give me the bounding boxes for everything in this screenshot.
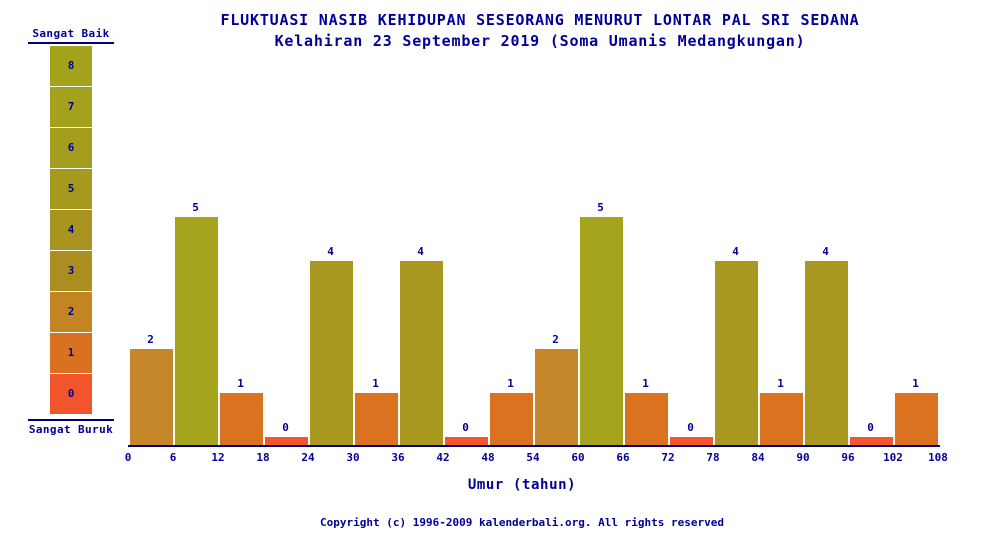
x-tick-84: 84 xyxy=(751,451,765,464)
bar-age-48-54 xyxy=(490,393,533,445)
bar-age-0-6 xyxy=(130,349,173,445)
x-tick-66: 66 xyxy=(616,451,630,464)
bar-value-label: 2 xyxy=(552,333,559,346)
bar-value-label: 0 xyxy=(687,421,694,434)
bar-age-78-84 xyxy=(715,261,758,445)
scale-label-sangat-baik: Sangat Baik xyxy=(32,27,110,40)
bar-value-label: 5 xyxy=(192,201,199,214)
bar-value-label: 1 xyxy=(507,377,514,390)
scale-block-0: 0 xyxy=(50,374,92,414)
x-tick-30: 30 xyxy=(346,451,360,464)
x-tick-48: 48 xyxy=(481,451,495,464)
bar-age-54-60 xyxy=(535,349,578,445)
bar-age-6-12 xyxy=(175,217,218,445)
bar-value-label: 1 xyxy=(372,377,379,390)
bar-value-label: 2 xyxy=(147,333,154,346)
bar-age-36-42 xyxy=(400,261,443,445)
x-tick-6: 6 xyxy=(169,451,177,464)
x-tick-90: 90 xyxy=(796,451,810,464)
bar-age-66-72 xyxy=(625,393,668,445)
chart-subtitle: Kelahiran 23 September 2019 (Soma Umanis… xyxy=(274,32,806,50)
x-tick-0: 0 xyxy=(124,451,132,464)
x-tick-12: 12 xyxy=(211,451,225,464)
x-tick-60: 60 xyxy=(571,451,585,464)
bar-age-102-108 xyxy=(895,393,938,445)
bar-age-30-36 xyxy=(355,393,398,445)
bar-age-84-90 xyxy=(760,393,803,445)
bar-value-label: 1 xyxy=(642,377,649,390)
bar-age-42-48 xyxy=(445,437,488,445)
scale-block-1: 1 xyxy=(50,333,92,373)
bar-value-label: 4 xyxy=(822,245,829,258)
bar-age-24-30 xyxy=(310,261,353,445)
bar-value-label: 1 xyxy=(912,377,919,390)
bar-age-96-102 xyxy=(850,437,893,445)
x-tick-54: 54 xyxy=(526,451,540,464)
scale-block-3: 3 xyxy=(50,251,92,291)
bar-age-60-66 xyxy=(580,217,623,445)
scale-block-6: 6 xyxy=(50,128,92,168)
scale-block-2: 2 xyxy=(50,292,92,332)
bar-value-label: 5 xyxy=(597,201,604,214)
bar-age-90-96 xyxy=(805,261,848,445)
scale-label-sangat-buruk: Sangat Buruk xyxy=(28,423,114,436)
bar-value-label: 4 xyxy=(732,245,739,258)
copyright-text: Copyright (c) 1996-2009 kalenderbali.org… xyxy=(320,516,724,529)
bar-value-label: 1 xyxy=(777,377,784,390)
scale-block-5: 5 xyxy=(50,169,92,209)
chart-title: FLUKTUASI NASIB KEHIDUPAN SESEORANG MENU… xyxy=(220,11,860,29)
bar-value-label: 1 xyxy=(237,377,244,390)
x-tick-102: 102 xyxy=(883,451,903,464)
bar-value-label: 0 xyxy=(282,421,289,434)
bar-value-label: 0 xyxy=(867,421,874,434)
bar-age-72-78 xyxy=(670,437,713,445)
scale-bottom-rule xyxy=(28,419,114,421)
scale-block-8: 8 xyxy=(50,46,92,86)
x-tick-108: 108 xyxy=(928,451,948,464)
bar-age-12-18 xyxy=(220,393,263,445)
x-tick-24: 24 xyxy=(301,451,315,464)
x-tick-96: 96 xyxy=(841,451,855,464)
bar-value-label: 4 xyxy=(417,245,424,258)
scale-block-7: 7 xyxy=(50,87,92,127)
scale-top-rule xyxy=(28,42,114,44)
x-tick-18: 18 xyxy=(256,451,270,464)
x-tick-36: 36 xyxy=(391,451,405,464)
bar-value-label: 0 xyxy=(462,421,469,434)
x-axis-title: Umur (tahun) xyxy=(467,477,577,493)
x-axis-line xyxy=(128,445,940,447)
scale-block-4: 4 xyxy=(50,210,92,250)
bar-value-label: 4 xyxy=(327,245,334,258)
x-tick-72: 72 xyxy=(661,451,675,464)
x-tick-78: 78 xyxy=(706,451,720,464)
bar-age-18-24 xyxy=(265,437,308,445)
x-tick-42: 42 xyxy=(436,451,450,464)
